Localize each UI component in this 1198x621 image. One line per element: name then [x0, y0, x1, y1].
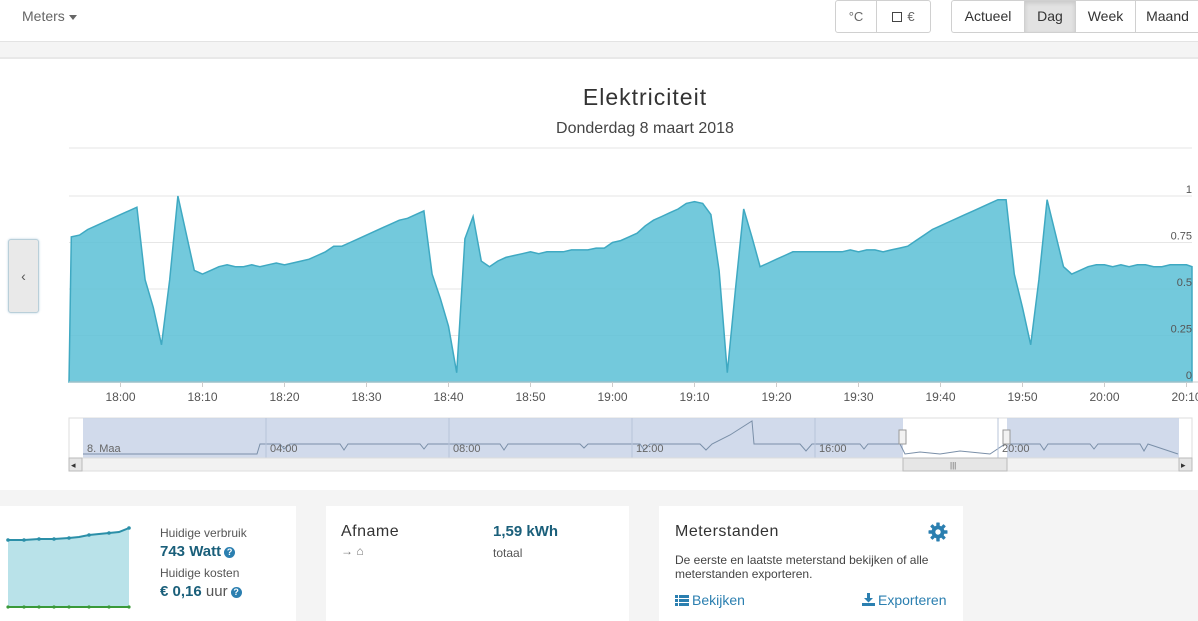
afname-value: 1,59 kWh [493, 523, 559, 540]
x-tick-label: 18:30 [351, 390, 381, 404]
x-tick-label: 18:00 [105, 390, 135, 404]
download-icon [862, 593, 875, 606]
euro-toggle-button[interactable]: € [876, 1, 930, 32]
electricity-area-chart[interactable]: 00.250.50.751 18:00 18:10 18:20 18:30 18:40 1… [0, 59, 1198, 492]
chart-y-axis: 0 0.25 0.5 0.75 1 [1171, 184, 1192, 382]
y-tick-label: 0.75 [1171, 231, 1192, 243]
navigator-label: 8. Maa [87, 443, 122, 455]
navigator-series-line [83, 420, 1179, 455]
afname-title: Afname [341, 523, 400, 540]
period-button-label: Maand [1146, 8, 1189, 24]
x-tick-label: 19:10 [679, 390, 709, 404]
chart-x-axis: 18:00 18:10 18:20 18:30 18:40 18:50 19:00 19:10… [105, 382, 1198, 404]
cost-label: Huidige kosten [160, 566, 240, 580]
navigator-handle-right [1002, 429, 1011, 445]
scrollbar-left-button [68, 457, 83, 472]
list-icon [675, 595, 689, 606]
temperature-toggle-button[interactable]: °C [836, 1, 876, 32]
export-link[interactable]: Exporteren [862, 592, 946, 608]
export-link-label: Exporteren [878, 592, 947, 608]
arrow-right-icon: ▸ [1181, 460, 1186, 470]
cost-value-row: € 0,16 uur? [160, 583, 242, 600]
y-tick-label: 0.5 [1177, 277, 1192, 289]
cost-unit: uur [205, 583, 228, 600]
afname-sublabel: totaal [493, 546, 523, 560]
meterstanden-title: Meterstanden [675, 523, 779, 540]
unit-toggle-group: °C € [835, 0, 931, 33]
period-button-label: Actueel [964, 8, 1012, 24]
x-tick-label: 18:20 [269, 390, 299, 404]
meters-dropdown[interactable]: Meters [22, 8, 77, 24]
caret-down-icon [68, 14, 77, 20]
navigator-mask-right [1007, 418, 1179, 458]
meters-dropdown-label: Meters [22, 8, 65, 24]
period-toggle-group: Actueel Dag Week Maand [951, 0, 1198, 33]
usage-sparkline [6, 526, 131, 609]
navigator-label: 08:00 [453, 443, 481, 455]
navigator-label: 12:00 [636, 443, 664, 455]
help-icon[interactable]: ? [230, 587, 242, 598]
period-button-dag[interactable]: Dag [1024, 1, 1075, 32]
x-tick-label: 19:40 [925, 390, 955, 404]
view-link-label: Bekijken [692, 592, 745, 608]
scrollbar-grip-icon: ||| [950, 461, 956, 470]
chevron-left-icon: ‹ [21, 268, 26, 284]
x-tick-label: 19:00 [597, 390, 627, 404]
meterstanden-card: Meterstanden De eerste en laatste meters… [659, 506, 963, 621]
navigator-gridlines [265, 418, 999, 458]
x-tick-label: 20:00 [1089, 390, 1119, 404]
y-tick-label: 0 [1186, 370, 1192, 382]
period-button-maand[interactable]: Maand [1135, 1, 1198, 32]
usage-value-row: 743 Watt? [160, 543, 236, 560]
afname-card: Afname → ⌂ 1,59 kWh totaal [326, 506, 629, 621]
x-tick-label: 18:10 [187, 390, 217, 404]
x-tick-label: 20:10 [1171, 390, 1198, 404]
chart-subtitle: Donderdag 8 maart 2018 [556, 120, 734, 137]
x-tick-label: 19:50 [1007, 390, 1037, 404]
period-button-actueel[interactable]: Actueel [952, 1, 1024, 32]
sparkline-area [8, 528, 129, 607]
period-button-label: Dag [1037, 8, 1063, 24]
arrow-home-icon: → ⌂ [341, 544, 364, 558]
period-button-week[interactable]: Week [1075, 1, 1135, 32]
view-link[interactable]: Bekijken [675, 592, 745, 608]
x-tick-label: 19:30 [843, 390, 873, 404]
sparkline-points [6, 526, 131, 542]
euro-toggle-label: € [907, 9, 915, 24]
navigator-label: 16:00 [819, 443, 847, 455]
meterstanden-description: De eerste en laatste meterstand bekijken… [675, 553, 929, 581]
x-tick-label: 19:20 [761, 390, 791, 404]
cost-value: € 0,16 [160, 583, 202, 600]
arrow-left-icon: ◂ [71, 460, 76, 470]
help-icon[interactable]: ? [224, 547, 236, 558]
chart-title: Elektriciteit [582, 84, 708, 110]
navigator-label: 20:00 [1002, 443, 1030, 455]
chart-panel: Elektriciteit Donderdag 8 maart 2018 ‹ 0… [0, 57, 1198, 490]
navigator-mask-left [83, 418, 903, 458]
previous-day-button[interactable]: ‹ [8, 239, 39, 313]
top-toolbar: Meters °C € Actueel Dag Week Maand [0, 0, 1198, 42]
y-tick-label: 1 [1186, 184, 1192, 196]
scrollbar-right-button [1178, 457, 1193, 472]
sparkline-line [8, 527, 130, 541]
x-tick-label: 18:50 [515, 390, 545, 404]
period-button-label: Week [1087, 8, 1124, 24]
checkbox-icon [892, 12, 903, 22]
y-tick-label: 0.25 [1171, 324, 1192, 336]
temperature-toggle-label: °C [848, 9, 864, 24]
usage-label: Huidige verbruik [160, 526, 247, 540]
chart-area-series [68, 195, 1193, 383]
navigator-label: 04:00 [270, 443, 298, 455]
usage-value: 743 Watt [160, 543, 222, 560]
scrollbar-track [68, 457, 1193, 472]
current-usage-card: Huidige verbruik 743 Watt? Huidige koste… [0, 506, 296, 621]
navigator-handle-left [898, 429, 907, 445]
scrollbar-thumb [902, 457, 1008, 472]
gear-icon[interactable] [928, 522, 948, 542]
sparkline-baseline-points [6, 605, 131, 609]
x-tick-label: 18:40 [433, 390, 463, 404]
navigator[interactable]: 8. Maa 04:00 08:00 12:00 16:00 20:00 |||… [0, 417, 1198, 479]
